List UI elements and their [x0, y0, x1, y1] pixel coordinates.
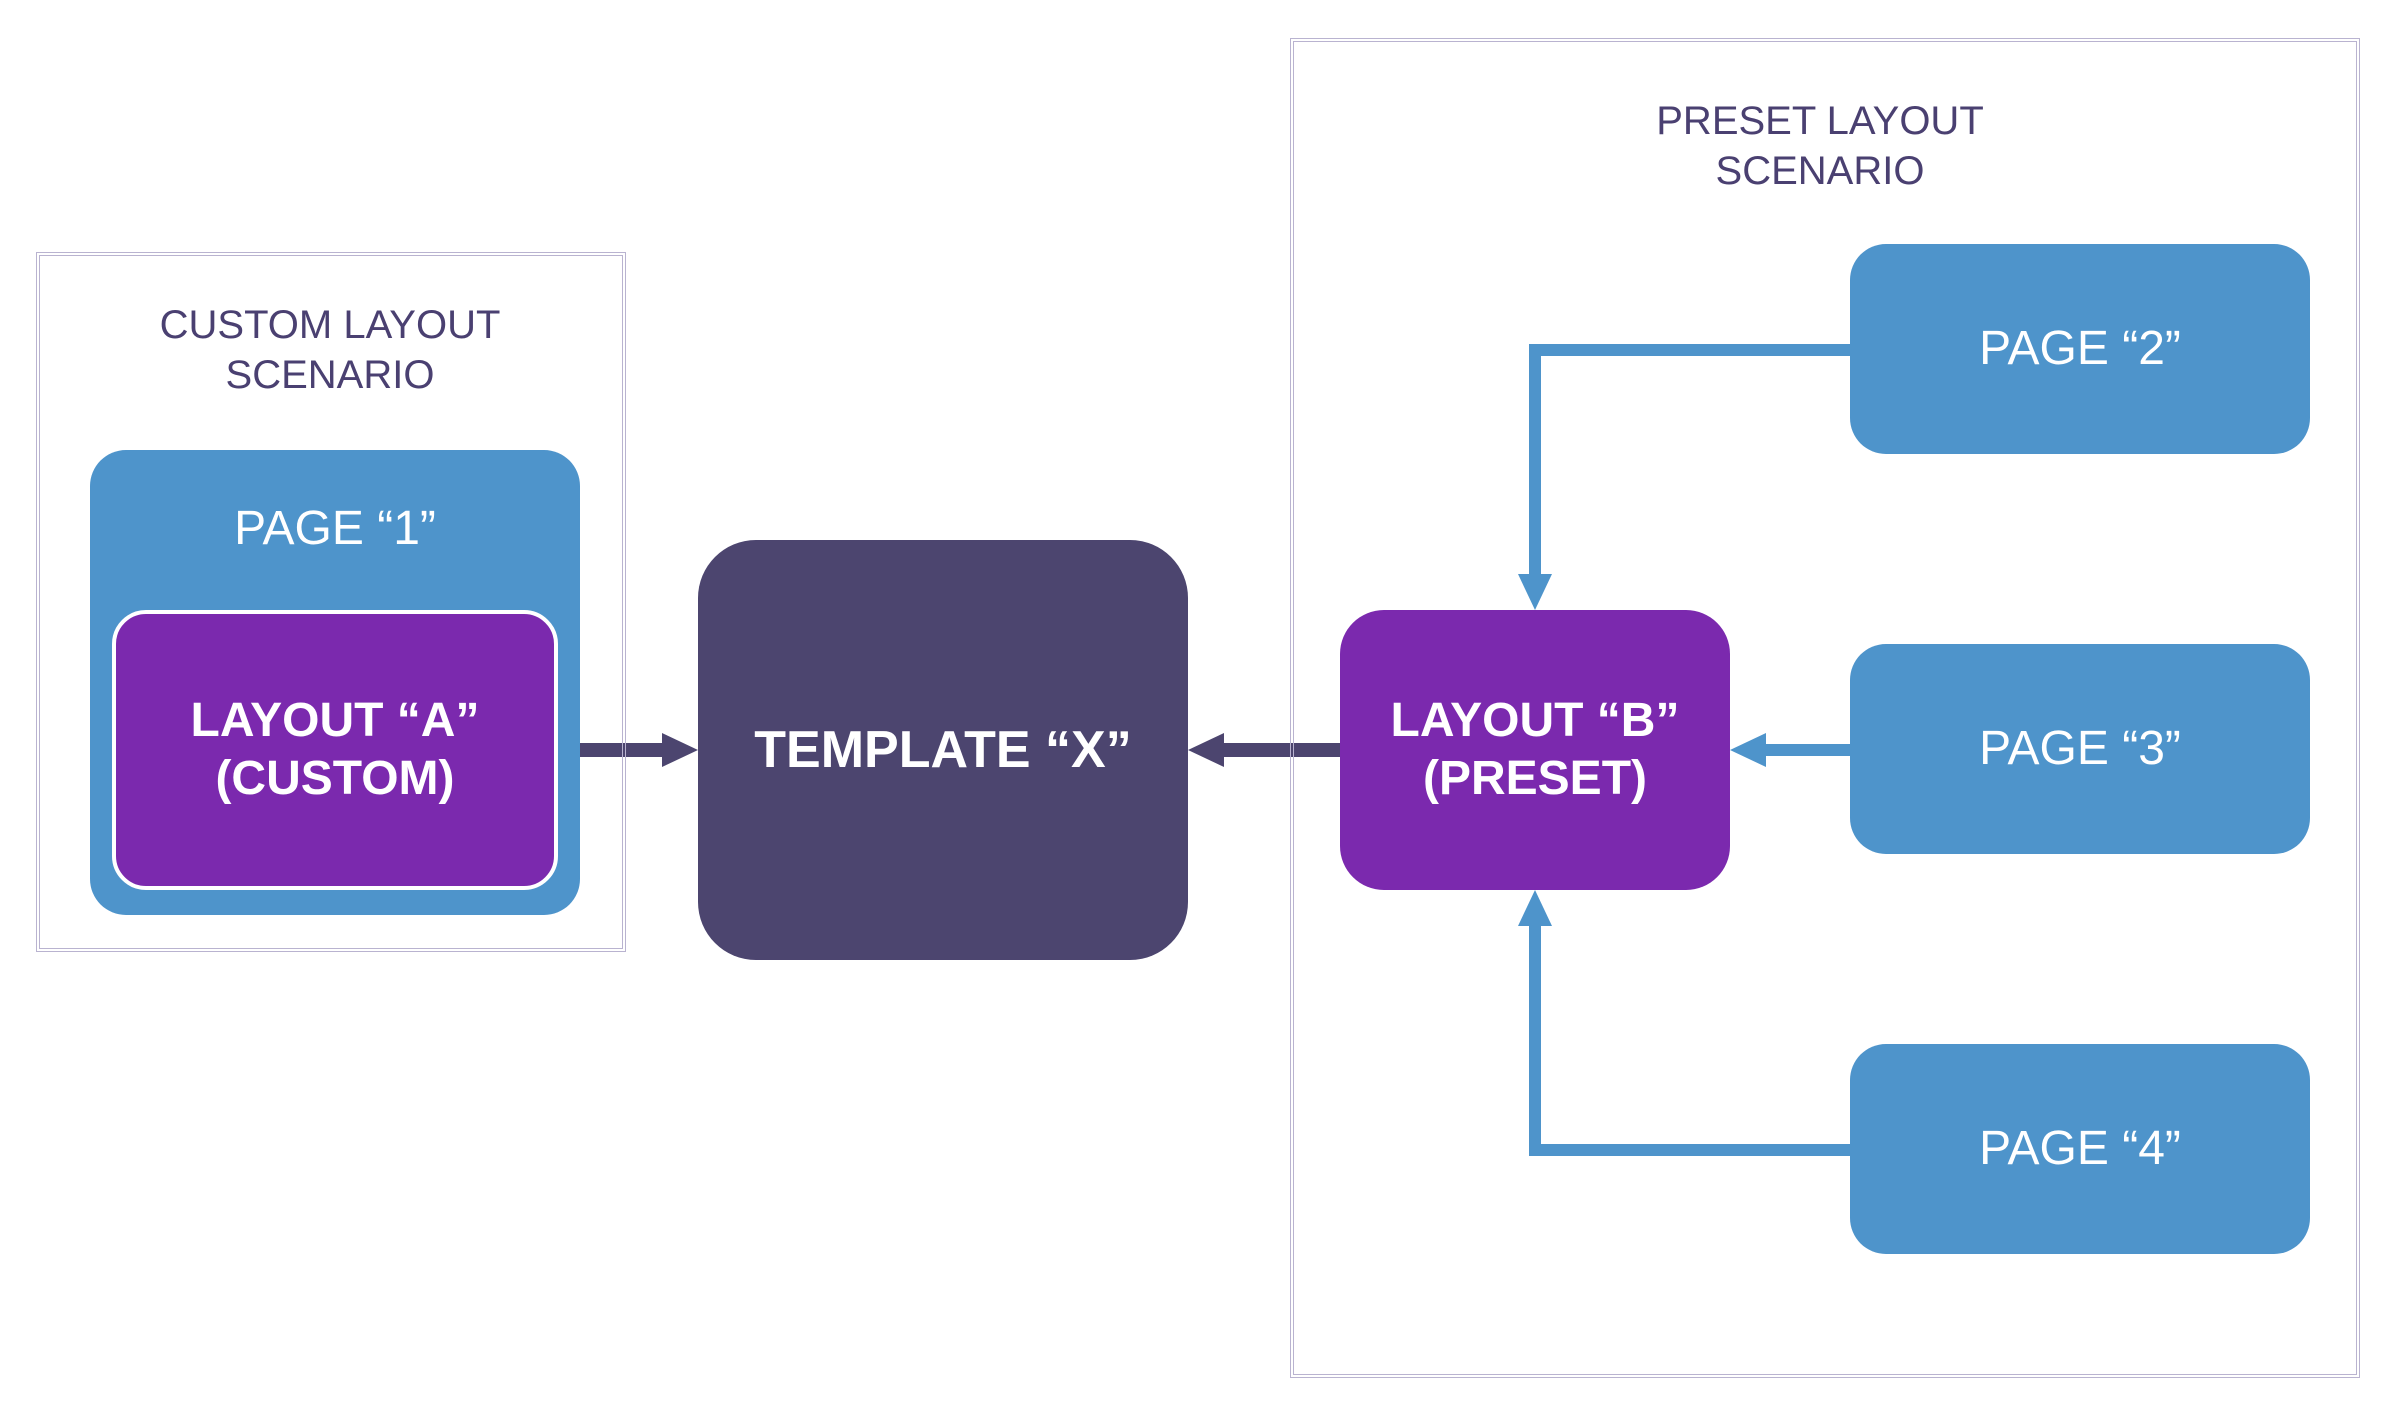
- template-x-node-label: TEMPLATE “X”: [754, 719, 1131, 781]
- edge-layoutA-to-templateX-arrow: [662, 733, 698, 767]
- page-2-node-label: PAGE “2”: [1979, 320, 2181, 378]
- page-1-node-label: PAGE “1”: [234, 500, 436, 558]
- preset-frame-title: PRESET LAYOUT SCENARIO: [1560, 96, 2080, 196]
- page-3-node: PAGE “3”: [1850, 644, 2310, 854]
- page-2-node: PAGE “2”: [1850, 244, 2310, 454]
- diagram-canvas: CUSTOM LAYOUT SCENARIO PRESET LAYOUT SCEN…: [0, 0, 2407, 1414]
- page-4-node-label: PAGE “4”: [1979, 1120, 2181, 1178]
- template-x-node: TEMPLATE “X”: [698, 540, 1188, 960]
- page-3-node-label: PAGE “3”: [1979, 720, 2181, 778]
- edge-layoutB-to-templateX-arrow: [1188, 733, 1224, 767]
- layout-a-node-label: LAYOUT “A” (CUSTOM): [191, 692, 480, 807]
- custom-frame-title: CUSTOM LAYOUT SCENARIO: [110, 300, 550, 400]
- layout-b-node-label: LAYOUT “B” (PRESET): [1391, 692, 1680, 807]
- page-4-node: PAGE “4”: [1850, 1044, 2310, 1254]
- layout-a-node: LAYOUT “A” (CUSTOM): [112, 610, 558, 890]
- layout-b-node: LAYOUT “B” (PRESET): [1340, 610, 1730, 890]
